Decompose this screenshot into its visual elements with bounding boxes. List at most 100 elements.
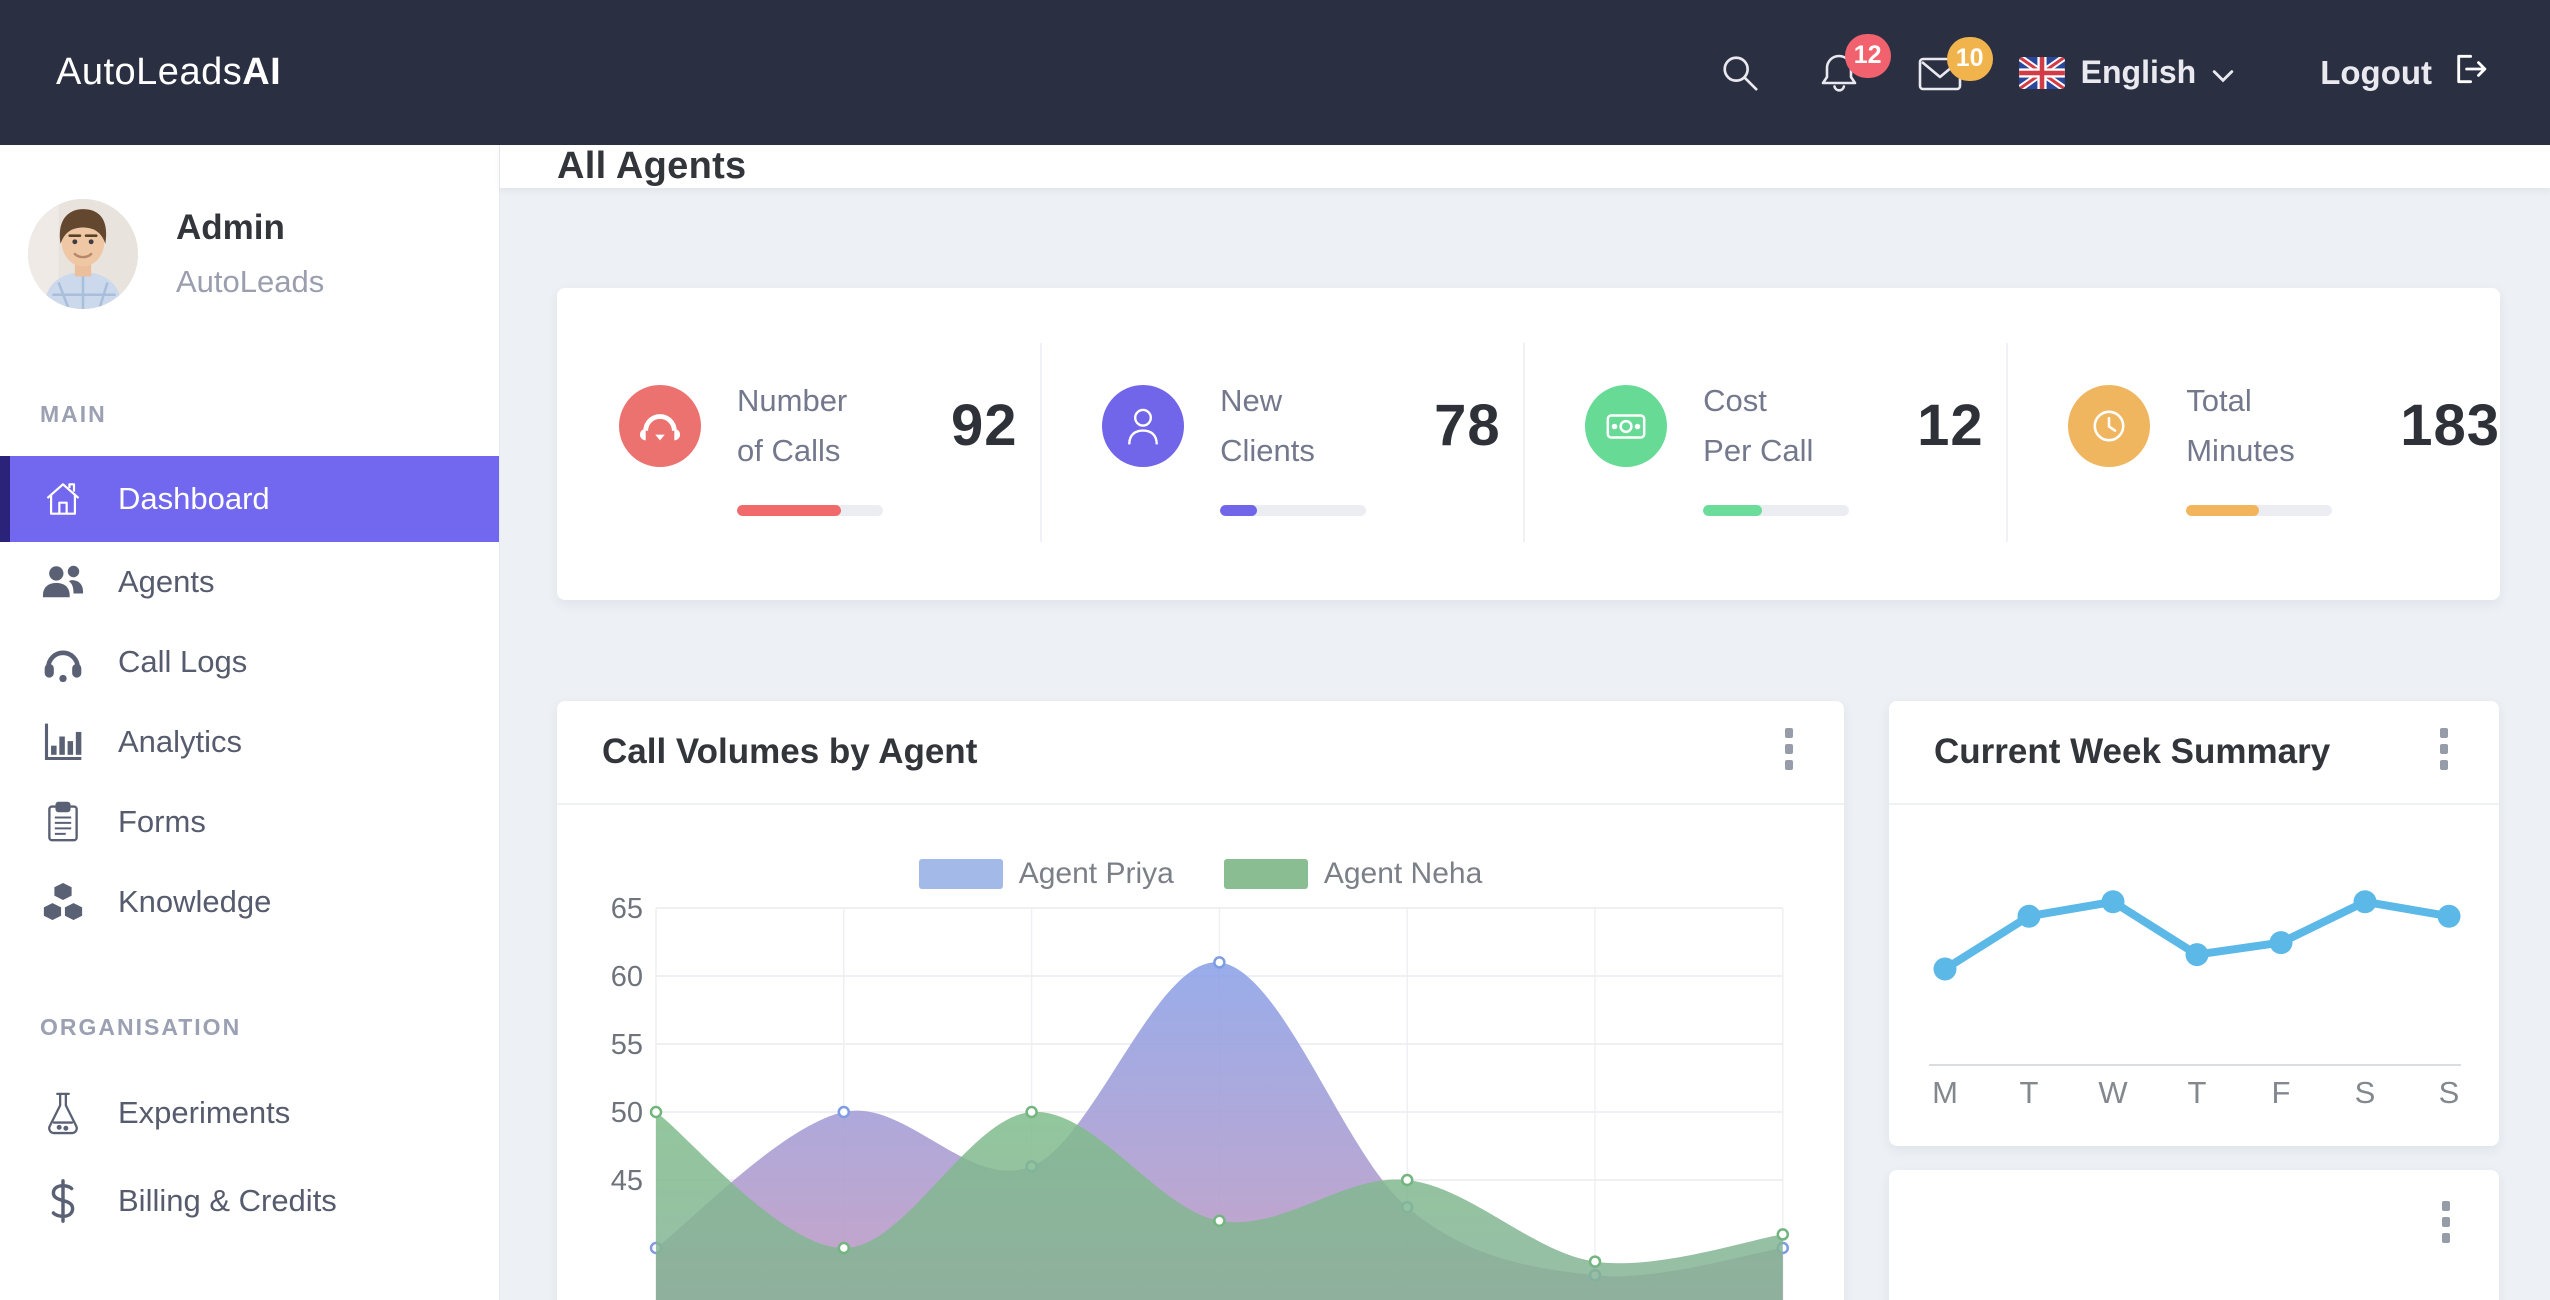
search-button[interactable] <box>1719 52 1761 94</box>
legend-label: Agent Priya <box>1018 857 1174 890</box>
messages-button[interactable]: 10 <box>1917 36 1993 93</box>
notifications-badge: 12 <box>1844 33 1891 78</box>
legend-agent-neha[interactable]: Agent Neha <box>1223 857 1483 891</box>
language-label: English <box>2080 54 2197 90</box>
next-card-partial <box>1889 1170 2499 1300</box>
svg-text:T: T <box>2188 1075 2207 1110</box>
kebab-menu-icon[interactable] <box>1777 721 1804 784</box>
legend-agent-priya[interactable]: Agent Priya <box>918 857 1174 891</box>
svg-text:W: W <box>2098 1075 2128 1110</box>
page-header: All Agents <box>500 145 2550 188</box>
stat-progress <box>1703 505 1850 517</box>
svg-text:50: 50 <box>611 1097 643 1129</box>
logout-label: Logout <box>2320 53 2432 91</box>
kebab-menu-icon[interactable] <box>2434 1194 2461 1257</box>
search-icon <box>1719 52 1761 94</box>
stat-value: 78 <box>1434 393 1501 459</box>
logout-button[interactable]: Logout <box>2320 50 2488 96</box>
bar-chart-icon <box>40 720 86 764</box>
users-icon <box>40 561 86 603</box>
svg-text:65: 65 <box>611 893 643 925</box>
main-area: All Agents <box>500 145 2550 1300</box>
sidebar-menu-organisation: Experiments Billing & Credits <box>0 1069 499 1245</box>
avatar <box>28 199 138 309</box>
sidebar-item-label: Analytics <box>118 724 243 759</box>
sidebar-item-agents[interactable]: Agents <box>0 542 499 622</box>
sidebar-section-organisation: ORGANISATION <box>40 1014 242 1040</box>
current-week-card: Current Week Summary M T W T F S S <box>1889 701 2499 1146</box>
stat-total-minutes: Total Minutes 183 <box>2006 288 2500 600</box>
user-icon <box>1102 384 1185 467</box>
svg-text:45: 45 <box>611 1165 643 1197</box>
stat-value: 92 <box>951 393 1018 459</box>
cubes-icon <box>40 880 86 924</box>
stat-label: Number of Calls <box>737 383 848 468</box>
brand-logo[interactable]: AutoLeadsAI <box>0 51 500 94</box>
stat-new-clients: New Clients 78 <box>1040 288 1523 600</box>
card-title: Current Week Summary <box>1934 732 2331 771</box>
messages-badge: 10 <box>1946 36 1993 81</box>
sidebar-item-label: Forms <box>118 804 206 839</box>
svg-text:M: M <box>1932 1075 1958 1110</box>
stat-progress <box>737 505 883 517</box>
notifications-button[interactable]: 12 <box>1817 33 1891 96</box>
sidebar-menu: Dashboard Agents <box>0 456 499 942</box>
sidebar-item-analytics[interactable]: Analytics <box>0 702 499 782</box>
svg-text:S: S <box>2355 1075 2376 1110</box>
sidebar-item-call-logs[interactable]: Call Logs <box>0 622 499 702</box>
clipboard-icon <box>40 799 86 845</box>
legend-swatch <box>1223 859 1308 889</box>
chevron-down-icon <box>2212 54 2234 91</box>
svg-text:F: F <box>2272 1075 2291 1110</box>
sidebar-item-label: Billing & Credits <box>118 1183 337 1218</box>
home-icon <box>40 477 86 521</box>
sidebar-item-forms[interactable]: Forms <box>0 782 499 862</box>
stat-progress <box>1220 505 1367 517</box>
sidebar-section-main: MAIN <box>40 401 107 427</box>
sidebar-item-billing[interactable]: Billing & Credits <box>0 1157 499 1245</box>
sidebar-item-label: Call Logs <box>118 644 248 679</box>
stat-cost-per-call: Cost Per Call 12 <box>1523 288 2006 600</box>
money-icon <box>1585 384 1668 467</box>
sidebar-item-label: Dashboard <box>118 481 270 516</box>
sidebar-profile: Admin AutoLeads <box>0 145 499 309</box>
svg-text:S: S <box>2439 1075 2460 1110</box>
stat-number-of-calls: Number of Calls 92 <box>557 288 1040 600</box>
sidebar-item-label: Knowledge <box>118 884 272 919</box>
stat-value: 183 <box>2400 393 2501 459</box>
profile-name: Admin <box>176 208 285 247</box>
headset-icon <box>619 384 701 467</box>
top-navbar: AutoLeadsAI 12 <box>0 0 2550 145</box>
sidebar-item-label: Experiments <box>118 1095 291 1130</box>
stat-value: 12 <box>1917 393 1984 459</box>
content: Number of Calls 92 <box>500 188 2550 1300</box>
sidebar-item-experiments[interactable]: Experiments <box>0 1069 499 1157</box>
logout-icon <box>2450 50 2488 96</box>
sidebar-item-knowledge[interactable]: Knowledge <box>0 862 499 942</box>
flask-icon <box>40 1090 86 1136</box>
headset-icon <box>40 641 86 683</box>
stat-progress <box>2186 505 2333 517</box>
brand-regular: AutoLeads <box>56 51 243 93</box>
svg-text:60: 60 <box>611 961 643 993</box>
language-selector[interactable]: English <box>2018 54 2235 91</box>
sidebar-item-label: Agents <box>118 564 215 599</box>
profile-org: AutoLeads <box>176 264 325 299</box>
brand-bold: AI <box>242 51 282 93</box>
chart-legend: Agent Priya Agent Neha <box>557 857 1844 891</box>
svg-text:T: T <box>2020 1075 2039 1110</box>
stats-card: Number of Calls 92 <box>557 288 2500 600</box>
stat-label: Total Minutes <box>2186 383 2295 468</box>
svg-text:55: 55 <box>611 1029 643 1061</box>
clock-icon <box>2068 384 2151 467</box>
sidebar: Admin AutoLeads MAIN Dashboard <box>0 145 500 1300</box>
dollar-icon <box>40 1178 86 1224</box>
stat-label: New Clients <box>1220 383 1315 468</box>
call-volumes-card: Call Volumes by Agent Agent Priya Agent <box>557 701 1844 1300</box>
legend-label: Agent Neha <box>1323 857 1483 890</box>
page-title: All Agents <box>557 145 747 187</box>
legend-swatch <box>918 859 1003 889</box>
sidebar-item-dashboard[interactable]: Dashboard <box>0 456 499 542</box>
kebab-menu-icon[interactable] <box>2432 721 2459 784</box>
